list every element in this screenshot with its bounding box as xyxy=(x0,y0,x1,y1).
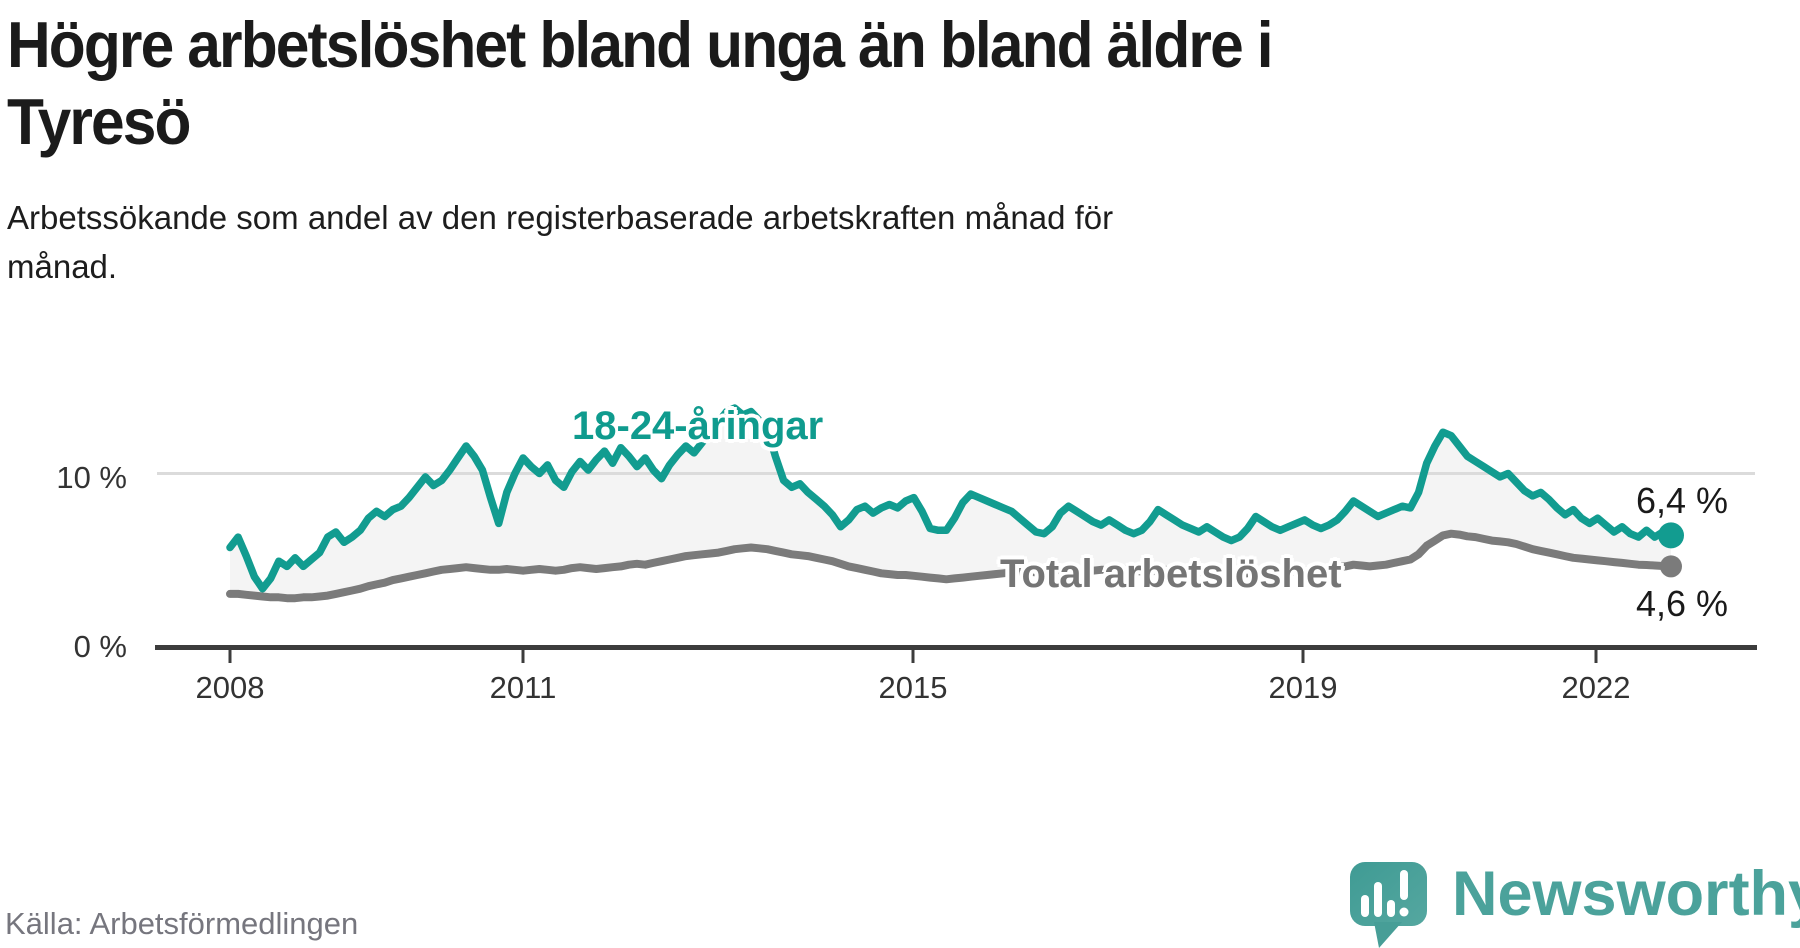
logo-exclamation-dot xyxy=(1399,907,1409,917)
series-end-dot-total xyxy=(1660,555,1682,578)
area-between-series xyxy=(230,408,1671,599)
logo-bubble-tail xyxy=(1374,922,1402,948)
subtitle-line-2: månad. xyxy=(7,248,118,285)
series-label-youth: 18-24-åringar xyxy=(572,404,824,448)
chart-subtitle: Arbetssökande som andel av den registerb… xyxy=(7,193,1113,291)
x-tick-label: 2011 xyxy=(489,670,557,705)
logo-bubble xyxy=(1350,862,1427,926)
x-tick-label: 2019 xyxy=(1268,670,1338,705)
series-line-total xyxy=(226,529,1675,603)
source-note: Källa: Arbetsförmedlingen xyxy=(5,906,359,941)
x-tick-label: 2008 xyxy=(195,670,265,705)
series-line-youth xyxy=(226,404,1675,593)
y-tick-label-10: 10 % xyxy=(56,460,127,495)
logo-wordmark: Newsworthy xyxy=(1452,859,1800,929)
title-line-2: Tyresö xyxy=(7,85,191,158)
logo-bar xyxy=(1374,882,1382,917)
series-end-dot-youth xyxy=(1658,522,1684,549)
logo-bar xyxy=(1361,895,1369,917)
logo-exclamation-bar xyxy=(1400,870,1408,900)
title-line-1: Högre arbetslöshet bland unga än bland ä… xyxy=(7,8,1274,81)
x-tick-label: 2022 xyxy=(1561,670,1631,705)
logo-bar xyxy=(1387,900,1395,917)
y-tick-label-0: 0 % xyxy=(73,629,127,664)
logo-chart-bubble-icon xyxy=(1350,862,1427,948)
end-value-label-total: 4,6 % xyxy=(1635,583,1729,624)
series-label-total: Total arbetslöshet xyxy=(1000,552,1342,596)
end-value-label-youth: 6,4 % xyxy=(1635,480,1729,521)
subtitle-line-1: Arbetssökande som andel av den registerb… xyxy=(7,199,1114,236)
x-tick-label: 2015 xyxy=(878,670,948,705)
page-title: Högre arbetslöshet bland unga än bland ä… xyxy=(7,6,1367,160)
newsworthy-logo: Newsworthy xyxy=(1350,860,1800,948)
